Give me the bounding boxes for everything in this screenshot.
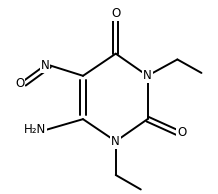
Text: N: N <box>111 135 120 148</box>
Text: N: N <box>41 59 49 72</box>
Text: O: O <box>15 77 24 90</box>
Text: O: O <box>111 7 120 20</box>
Text: H₂N: H₂N <box>24 123 46 136</box>
Text: O: O <box>177 126 187 139</box>
Text: N: N <box>143 69 152 82</box>
